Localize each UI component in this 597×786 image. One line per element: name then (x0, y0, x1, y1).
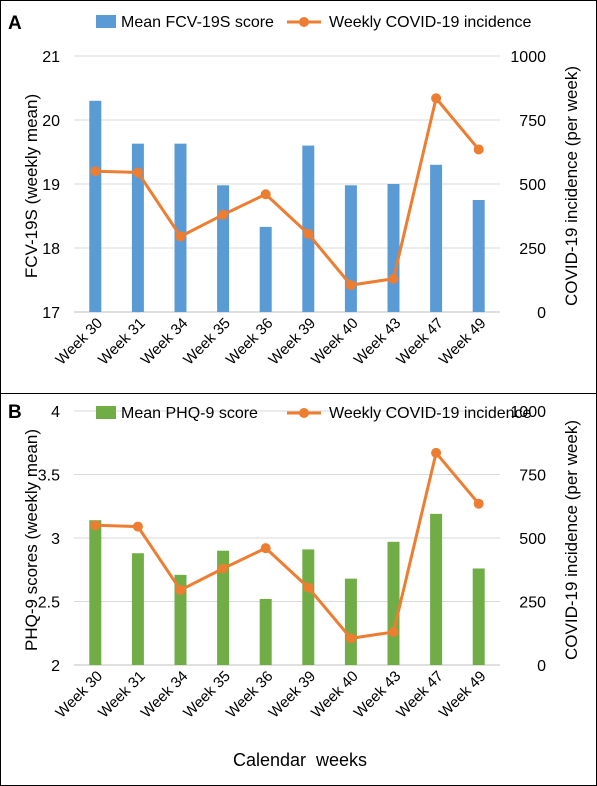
panel-b-bar (430, 513, 443, 665)
panel-b-bar (174, 574, 187, 665)
panel-b-ytick-label: 2 (51, 658, 60, 675)
panel-a-bar (430, 164, 443, 312)
panel-b-line-point (260, 543, 271, 554)
panel-a-line-point (431, 93, 442, 104)
panel-b-ylabel-right: COVID-19 incidence (per week) (562, 420, 581, 660)
panel-a-bar (344, 185, 357, 312)
panel-b-bar (472, 568, 485, 665)
panel-a-line-point (175, 231, 186, 242)
panel-b-legend-bar-label: Mean PHQ-9 score (121, 405, 258, 422)
panel-a-ylabel: FCV-19S (weekly mean) (22, 94, 41, 278)
panel-a-ytick-right-label: 1000 (510, 49, 546, 66)
panel-a-ytick-label: 18 (42, 241, 60, 258)
panel-a-bar (302, 145, 315, 312)
panel-b-bar (259, 598, 272, 665)
panel-b-ytick-label: 3 (51, 531, 60, 548)
panel-a-legend-bar-swatch (96, 15, 116, 28)
panel-b-legend-line-label: Weekly COVID-19 incidence (329, 405, 532, 422)
panel-a-ytick-right-label: 250 (519, 241, 546, 258)
panel-a-line-point (132, 167, 143, 178)
panel-b-ytick-right-label: 0 (537, 658, 546, 675)
panel-a-legend-bar-label: Mean FCV-19S score (121, 14, 274, 31)
panel-divider (0, 393, 597, 394)
panel-b-bar (302, 549, 315, 665)
panel-a-bar (217, 185, 230, 312)
panel-b-ytick-label: 2.5 (38, 595, 60, 612)
panel-b-ytick-right-label: 500 (519, 531, 546, 548)
panel-b-line-point (90, 520, 101, 531)
panel-b-ytick-right-label: 250 (519, 595, 546, 612)
panel-b-bar (344, 578, 357, 665)
panel-b-line-point (175, 585, 186, 596)
panel-b-ytick-right-label: 1000 (510, 404, 546, 421)
panel-a-bar (174, 143, 187, 312)
panel-a-legend-line-label: Weekly COVID-19 incidence (329, 14, 532, 31)
panel-b-ytick-right-label: 750 (519, 468, 546, 485)
panel-a-ytick-right-label: 750 (519, 113, 546, 130)
panel-b-ytick-label: 3.5 (38, 468, 60, 485)
panel-b-bar (89, 520, 102, 665)
panel-b-line-point (388, 626, 399, 637)
panel-a-bar (89, 100, 102, 312)
panel-a-bar (387, 184, 400, 312)
panel-b-letter: B (8, 402, 22, 423)
panel-b-line-point (303, 582, 314, 593)
panel-a-line-point (90, 166, 101, 177)
panel-a-ytick-label: 19 (42, 177, 60, 194)
panel-a-line-series (95, 96, 480, 287)
panel-b-line-point (345, 633, 356, 644)
panel-b-line-point (132, 521, 143, 532)
panel-a-bar (259, 226, 272, 312)
panel-b-xtick-label: Week 49 (436, 668, 490, 722)
panel-a-ytick-right-label: 500 (519, 177, 546, 194)
panel-a-xtick-label: Week 49 (436, 315, 490, 369)
panel-b-line-series (95, 451, 480, 640)
panel-a-ytick-label: 20 (42, 113, 60, 130)
panel-a-ylabel-right: COVID-19 incidence (per week) (562, 66, 581, 306)
panel-a-line-point (260, 189, 271, 200)
panel-b-line-point (431, 447, 442, 458)
panel-b-line-point (218, 563, 229, 574)
panel-b-ylabel: PHQ-9 scores (weekly mean) (22, 429, 41, 651)
panel-a-line-point (473, 144, 484, 155)
panel-a-ytick-label: 21 (42, 49, 60, 66)
panel-b-bar (217, 550, 230, 665)
panel-a-letter: A (8, 13, 22, 34)
panel-a-legend-line-marker (299, 17, 309, 27)
panel-b-legend-bar-swatch (96, 406, 116, 419)
panel-a-line-point (218, 209, 229, 220)
panel-b-ytick-label: 4 (51, 404, 60, 421)
panel-a-bar (472, 200, 485, 312)
panel-a-line-point (388, 273, 399, 284)
panel-b-bar (131, 553, 144, 665)
panel-a-line-point (345, 280, 356, 291)
panel-b-bar (387, 541, 400, 665)
figure-xlabel: Calendar weeks (233, 750, 367, 770)
panel-b-legend-line-marker (299, 408, 309, 418)
panel-a-bar (131, 143, 144, 312)
panel-a-ytick-label: 17 (42, 305, 60, 322)
panel-a-line-point (303, 228, 314, 239)
panel-b-line-point (473, 498, 484, 509)
panel-a-ytick-right-label: 0 (537, 305, 546, 322)
